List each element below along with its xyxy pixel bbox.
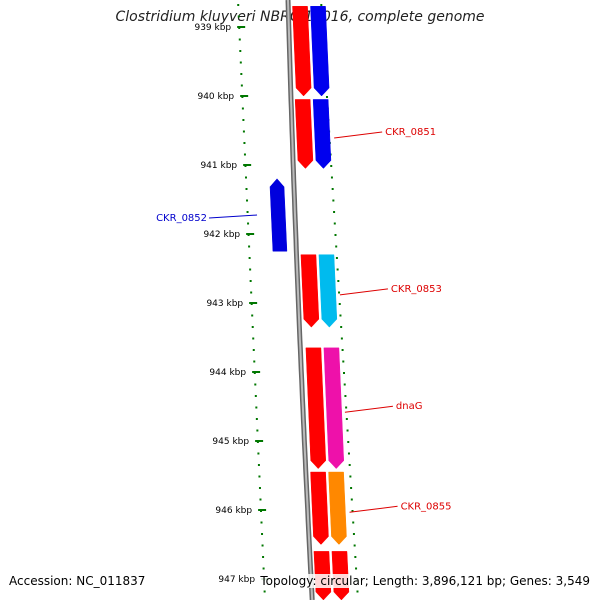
tick-label: 941 kbp	[200, 161, 237, 171]
gene-label: CKR_0851	[385, 127, 436, 138]
tick-label: 947 kbp	[218, 575, 255, 585]
tick-label: 943 kbp	[206, 299, 243, 309]
tick-label: 939 kbp	[194, 23, 231, 33]
gene-label: CKR_0853	[391, 284, 442, 295]
gene-feature	[318, 254, 338, 328]
label-leader-line	[344, 405, 393, 413]
tick-label: 945 kbp	[212, 437, 249, 447]
cds-feature	[294, 99, 314, 169]
scale-ticks: 939 kbp 940 kbp 941 kbp 942 kbp 943 kbp 944 k…	[194, 23, 270, 585]
tick-label: 944 kbp	[209, 368, 246, 378]
gene-feature	[310, 6, 330, 97]
gene-label: CKR_0852	[156, 213, 207, 224]
genome-summary-text: Topology: circular; Length: 3,896,121 bp…	[260, 574, 590, 588]
gene-labels: CKR_0851 CKR_0852 CKR_0853 dnaG CKR_0855	[156, 127, 452, 513]
genome-backbone	[285, 0, 315, 600]
gene-feature	[269, 178, 288, 252]
cds-feature	[305, 347, 326, 469]
accession-text: Accession: NC_011837	[9, 574, 146, 588]
gene-label: CKR_0855	[401, 501, 452, 512]
label-leader-line	[339, 288, 388, 296]
gene-feature	[312, 99, 332, 169]
tick-label: 940 kbp	[197, 92, 234, 102]
label-leader-line	[349, 505, 398, 513]
gene-feature	[323, 347, 344, 469]
tick-label: 942 kbp	[203, 230, 240, 240]
tick-label: 946 kbp	[215, 506, 252, 516]
label-leader-line	[334, 131, 383, 139]
cds-feature	[310, 471, 329, 545]
gene-feature	[328, 471, 347, 545]
cds-feature	[292, 6, 312, 97]
gene-features	[269, 6, 350, 600]
gene-label: dnaG	[396, 401, 423, 412]
backbone-highlight	[287, 0, 314, 600]
label-leader-line	[208, 214, 258, 219]
cds-feature	[300, 254, 320, 328]
